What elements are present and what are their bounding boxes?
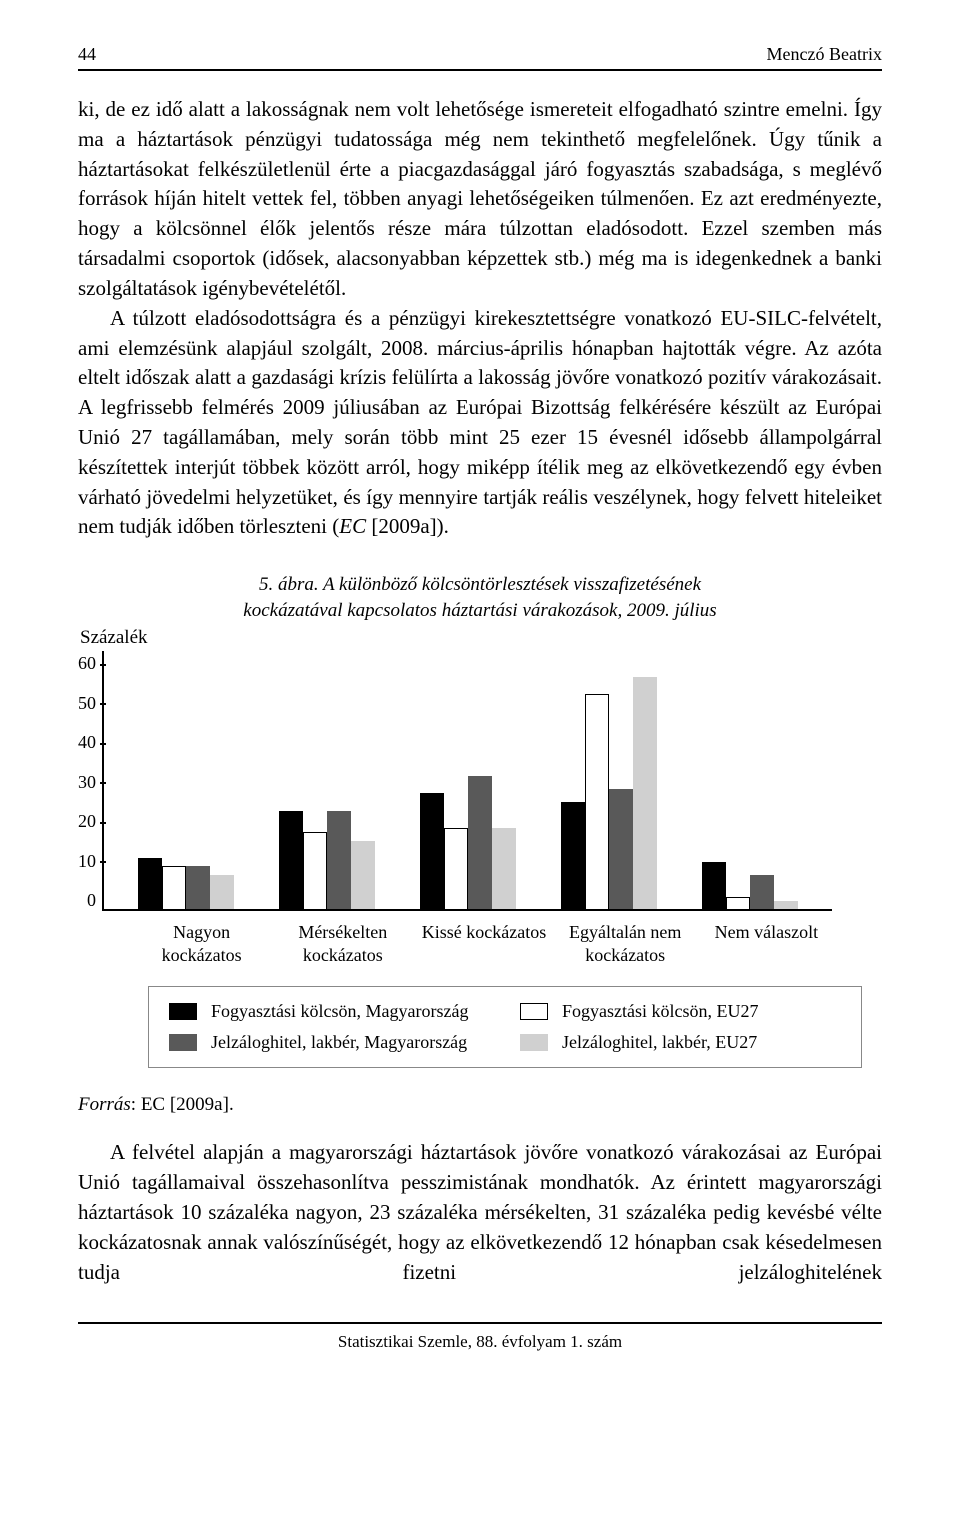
figure-caption: 5. ábra. A különböző kölcsöntörlesztések… [78, 572, 882, 623]
figure-source: Forrás: EC [2009a]. [78, 1094, 882, 1116]
x-axis-labels: NagyonkockázatosMérsékeltenkockázatosKis… [119, 911, 849, 966]
category-group [538, 651, 679, 909]
bar [726, 897, 750, 910]
bar [162, 866, 186, 909]
x-label: Mérsékeltenkockázatos [272, 911, 413, 966]
y-tick: 10 [78, 851, 96, 872]
body-text-2: A felvétel alapján a magyarországi házta… [78, 1138, 882, 1287]
legend-label-s1: Fogyasztási kölcsön, Magyarország [211, 1001, 468, 1022]
paragraph-2-b: [2009a]). [366, 514, 449, 538]
bar [444, 828, 468, 910]
legend-item-s4: Jelzáloghitel, lakbér, EU27 [520, 1032, 841, 1053]
y-tick: 0 [87, 890, 96, 911]
legend-item-s3: Jelzáloghitel, lakbér, Magyarország [169, 1032, 490, 1053]
bar [138, 858, 162, 910]
header-author: Menczó Beatrix [767, 44, 882, 65]
source-text: : EC [2009a]. [131, 1094, 234, 1115]
bar [303, 832, 327, 909]
y-tick: 30 [78, 772, 96, 793]
swatch-white [520, 1003, 548, 1020]
figure-caption-l2: kockázatával kapcsolatos háztartási vára… [243, 600, 716, 621]
bar [609, 789, 633, 909]
y-axis-label: Százalék [80, 627, 882, 649]
legend-label-s4: Jelzáloghitel, lakbér, EU27 [562, 1032, 757, 1053]
page-footer: Statisztikai Szemle, 88. évfolyam 1. szá… [78, 1322, 882, 1352]
bar [750, 875, 774, 909]
legend-item-s2: Fogyasztási kölcsön, EU27 [520, 1001, 841, 1022]
y-axis: 60 50 40 30 20 10 0 [78, 651, 102, 911]
legend-item-s1: Fogyasztási kölcsön, Magyarország [169, 1001, 490, 1022]
legend-label-s3: Jelzáloghitel, lakbér, Magyarország [211, 1032, 467, 1053]
swatch-darkgray [169, 1034, 197, 1051]
x-label: Nem válaszolt [696, 911, 837, 966]
chart: Százalék 60 50 40 30 20 10 0 NagyonkockázatosM… [78, 627, 882, 1068]
y-tick: 50 [78, 693, 96, 714]
paragraph-3: A felvétel alapján a magyarországi házta… [78, 1138, 882, 1287]
bar [210, 875, 234, 909]
swatch-lightgray [520, 1034, 548, 1051]
y-tick: 40 [78, 732, 96, 753]
paragraph-2-a: A túlzott eladósodottságra és a pénzügyi… [78, 306, 882, 539]
page-number: 44 [78, 44, 96, 65]
bar [420, 793, 444, 909]
x-label: Kissé kockázatos [413, 911, 554, 966]
paragraph-2: A túlzott eladósodottságra és a pénzügyi… [78, 304, 882, 543]
bar [327, 811, 351, 910]
bar [351, 841, 375, 910]
y-tick: 20 [78, 811, 96, 832]
paragraph-2-cite: EC [339, 514, 366, 538]
category-group [679, 651, 820, 909]
x-label: Nagyonkockázatos [131, 911, 272, 966]
paragraph-1: ki, de ez idő alatt a lakosságnak nem vo… [78, 95, 882, 304]
bar [279, 811, 303, 910]
bar [561, 802, 585, 910]
bar [186, 866, 210, 909]
source-label: Forrás [78, 1094, 131, 1115]
bar [774, 901, 798, 910]
category-group [116, 651, 257, 909]
plot-area [102, 651, 832, 911]
body-text: ki, de ez idő alatt a lakosságnak nem vo… [78, 95, 882, 542]
x-label: Egyáltalán nemkockázatos [555, 911, 696, 966]
footer-text: Statisztikai Szemle, 88. évfolyam 1. szá… [338, 1332, 622, 1351]
bar [585, 694, 609, 909]
bar [492, 828, 516, 910]
page-header: 44 Menczó Beatrix [78, 44, 882, 71]
legend: Fogyasztási kölcsön, Magyarország Fogyas… [148, 986, 862, 1068]
bar [468, 776, 492, 909]
legend-label-s2: Fogyasztási kölcsön, EU27 [562, 1001, 758, 1022]
bar [702, 862, 726, 909]
category-group [257, 651, 398, 909]
figure-caption-l1: 5. ábra. A különböző kölcsöntörlesztések… [259, 574, 701, 595]
swatch-black [169, 1003, 197, 1020]
y-tick: 60 [78, 653, 96, 674]
category-group [398, 651, 539, 909]
bar [633, 677, 657, 909]
page: 44 Menczó Beatrix ki, de ez idő alatt a … [0, 0, 960, 1390]
